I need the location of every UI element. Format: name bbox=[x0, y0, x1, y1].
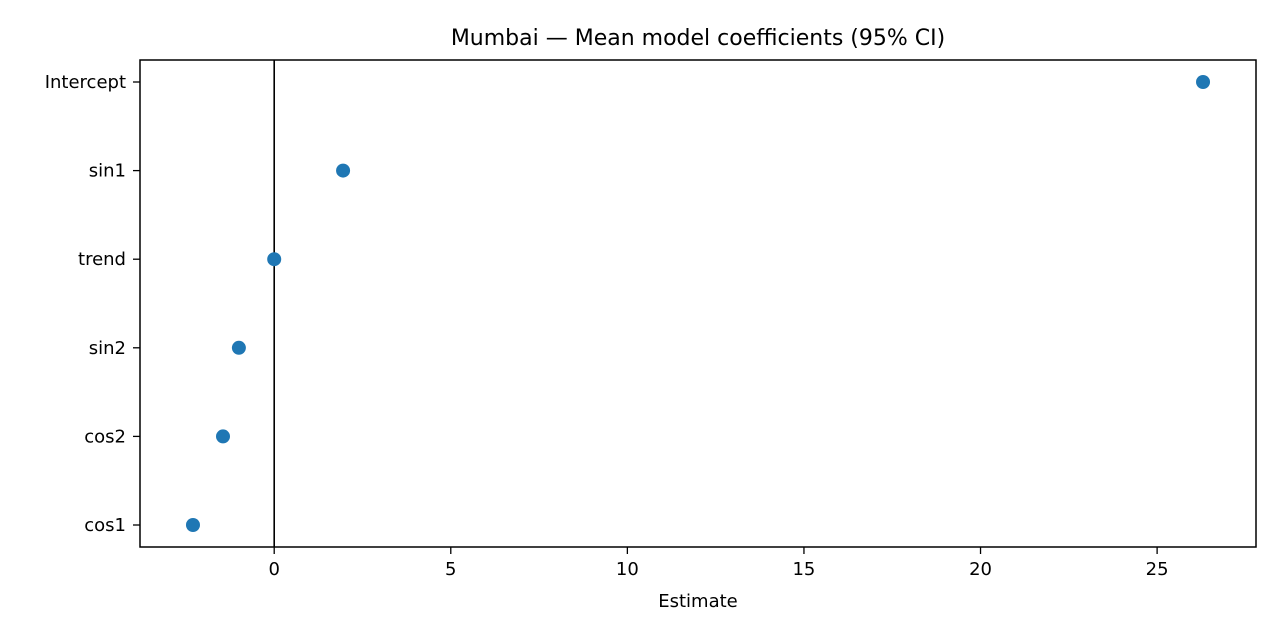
x-tick-label: 10 bbox=[616, 559, 639, 580]
data-point-cos1 bbox=[185, 518, 200, 532]
data-point-trend bbox=[267, 252, 282, 267]
y-tick-label: sin2 bbox=[89, 338, 126, 359]
x-tick-label: 15 bbox=[792, 559, 815, 580]
data-points bbox=[185, 75, 1211, 532]
y-tick-label: Intercept bbox=[45, 72, 126, 93]
y-tick-label: cos2 bbox=[84, 426, 126, 447]
data-point-sin1 bbox=[336, 163, 351, 178]
data-point-sin2 bbox=[231, 340, 246, 355]
x-axis-ticks: 0 5 10 15 20 25 bbox=[268, 547, 1169, 580]
y-tick-label: sin1 bbox=[89, 161, 126, 182]
x-tick-label: 0 bbox=[268, 559, 279, 580]
x-tick-label: 25 bbox=[1146, 559, 1169, 580]
x-tick-label: 20 bbox=[969, 559, 992, 580]
y-axis-ticks: Intercept sin1 trend sin2 cos2 cos1 bbox=[45, 72, 140, 536]
y-tick-label: cos1 bbox=[84, 515, 126, 536]
plot-frame bbox=[139, 59, 1257, 548]
x-axis-label: Estimate bbox=[658, 591, 738, 612]
data-point-cos2 bbox=[215, 429, 230, 444]
data-point-intercept bbox=[1196, 75, 1211, 89]
x-tick-label: 5 bbox=[445, 559, 456, 580]
y-tick-label: trend bbox=[78, 249, 126, 270]
chart-title: Mumbai — Mean model coefficients (95% CI… bbox=[451, 26, 945, 51]
